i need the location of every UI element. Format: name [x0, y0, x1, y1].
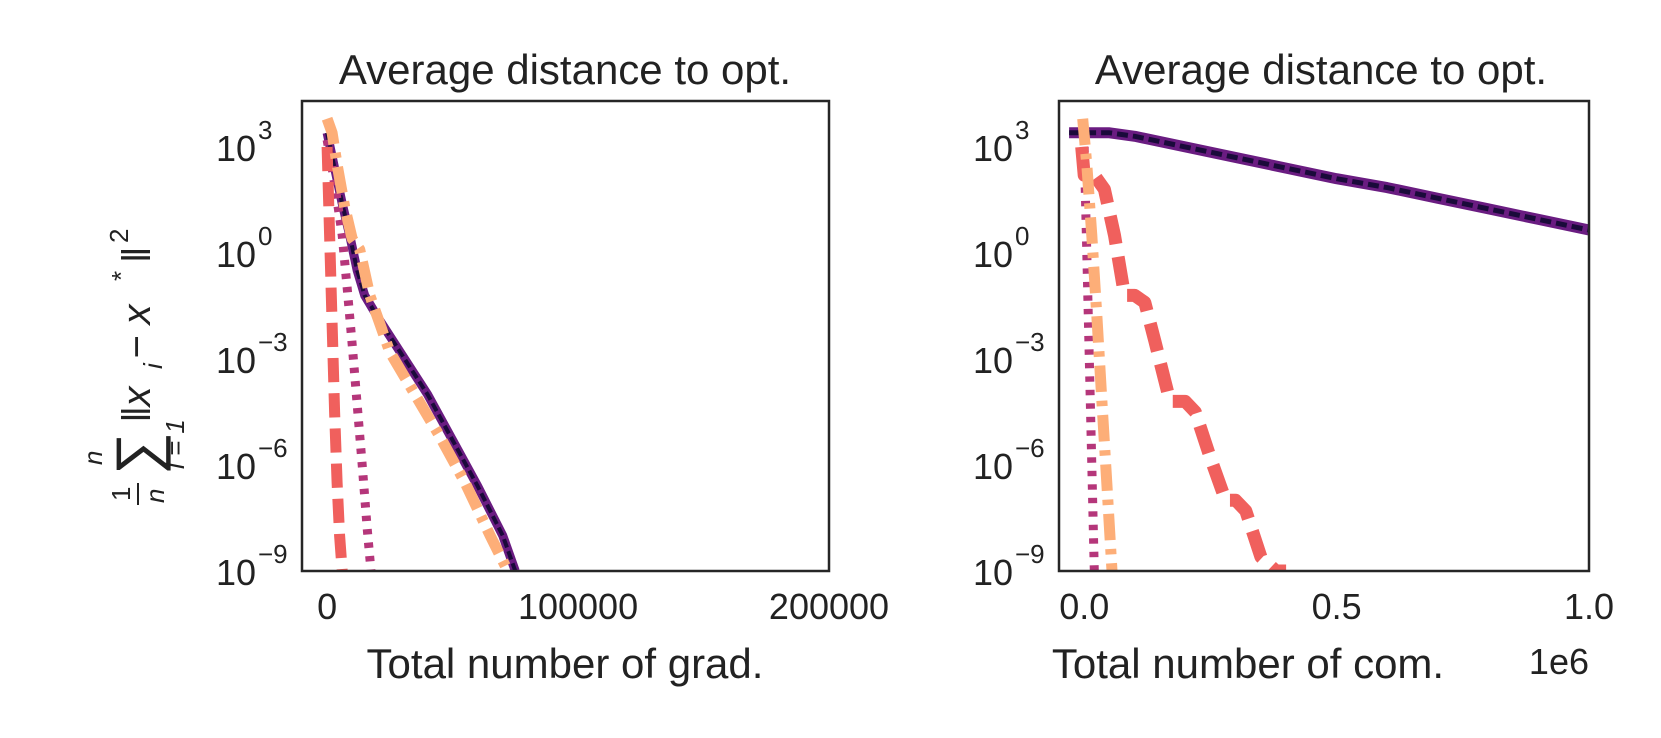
y-tick-exponent: 3: [258, 115, 272, 145]
left-chart-series: [321, 116, 520, 571]
y-tick-label: 10: [973, 446, 1013, 487]
series-line-method-2: [322, 139, 376, 571]
left-chart-panel: Average distance to opt. 10 310 010 −310 −61…: [216, 46, 889, 687]
series-line-method-1-inner: [1069, 130, 1589, 233]
y-tick-label: 10: [973, 552, 1013, 593]
y-tick-exponent: 3: [1015, 115, 1029, 145]
right-x-offset-text: 1e6: [1529, 641, 1589, 682]
y-tick-exponent: −9: [258, 539, 288, 569]
y-tick-exponent: 0: [258, 221, 272, 251]
ylabel-star: *: [106, 271, 136, 281]
y-tick-label: 10: [973, 234, 1013, 275]
ylabel-frac-num: 1: [106, 487, 136, 501]
series-line-method-3: [321, 146, 348, 571]
y-tick-exponent: −9: [1015, 539, 1045, 569]
y-tick-label: 10: [216, 128, 256, 169]
right-chart-title: Average distance to opt.: [1095, 46, 1547, 93]
series-line-method-3: [1075, 146, 1287, 571]
ylabel-minus-x: − x: [115, 303, 159, 359]
left-chart-title: Average distance to opt.: [339, 46, 791, 93]
right-chart-series: [1069, 118, 1589, 571]
y-tick-label: 10: [216, 234, 256, 275]
ylabel-close-norm: ‖: [115, 246, 159, 263]
y-tick-label: 10: [216, 446, 256, 487]
right-x-ticks: 0.0 0.5 1.0: [1059, 586, 1614, 627]
ylabel-sum-bottom: i = 1: [160, 419, 190, 469]
ylabel-sum-symbol: ∑: [104, 432, 171, 475]
y-axis-label: 1 n n ∑ i = 1 ‖x i − x * ‖ 2: [78, 229, 190, 505]
left-x-ticks: 0 100000 200000: [317, 586, 889, 627]
y-tick-exponent: −3: [1015, 327, 1045, 357]
y-tick-label: 10: [973, 340, 1013, 381]
right-x-axis-label: Total number of com.: [1052, 640, 1444, 687]
x-tick-label: 0.5: [1312, 586, 1362, 627]
series-line-method-4: [1077, 118, 1118, 571]
series-line-method-2: [1079, 146, 1099, 571]
y-tick-exponent: −6: [1015, 433, 1045, 463]
x-tick-label: 100000: [518, 586, 638, 627]
y-tick-exponent: −3: [258, 327, 288, 357]
ylabel-sum-top: n: [78, 451, 108, 465]
x-tick-label: 200000: [769, 586, 889, 627]
y-tick-label: 10: [973, 128, 1013, 169]
right-chart-panel: Average distance to opt. 10 310 010 −310 −61…: [973, 46, 1614, 687]
y-tick-exponent: 0: [1015, 221, 1029, 251]
left-x-axis-label: Total number of grad.: [367, 640, 764, 687]
x-tick-label: 1.0: [1564, 586, 1614, 627]
right-chart-frame: [1057, 99, 1591, 573]
series-line-method-1-inner: [325, 132, 518, 571]
ylabel-power: 2: [104, 229, 134, 243]
left-chart-frame: [300, 99, 831, 573]
x-tick-label: 0.0: [1059, 586, 1109, 627]
ylabel-frac-den: n: [140, 489, 170, 503]
y-tick-exponent: −6: [258, 433, 288, 463]
y-tick-label: 10: [216, 340, 256, 381]
x-tick-label: 0: [317, 586, 337, 627]
ylabel-sub: i: [138, 362, 168, 369]
ylabel-norm-text: ‖x: [115, 384, 159, 423]
y-tick-label: 10: [216, 552, 256, 593]
